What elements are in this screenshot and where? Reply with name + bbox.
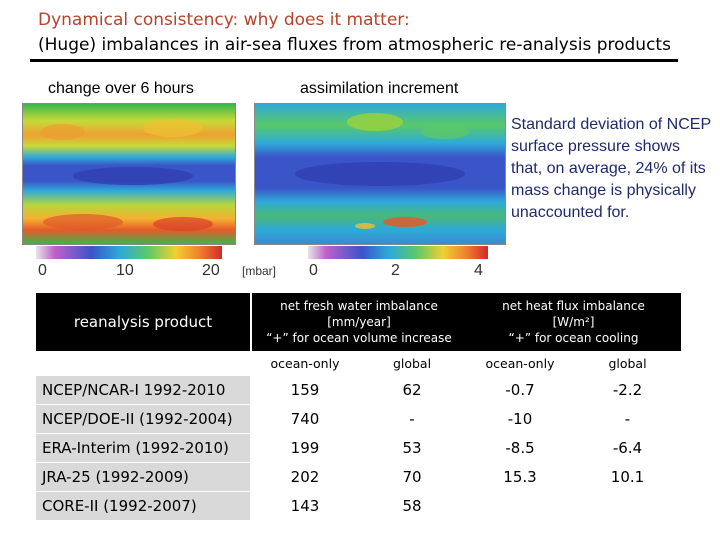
freshwater-header-line3: “+” for ocean volume increase (266, 331, 452, 345)
table-cell: 58 (402, 497, 422, 515)
table-cell: -6.4 (612, 439, 643, 457)
table-cell: 70 (402, 468, 422, 486)
right-map-label: assimilation increment (300, 80, 459, 97)
left-map-label: change over 6 hours (48, 80, 194, 97)
table-cell: -2.2 (612, 381, 643, 399)
right-tick-4: 4 (474, 262, 483, 279)
left-tick-10: 10 (116, 262, 134, 279)
table-row-product: CORE-II (1992-2007) (36, 492, 250, 520)
table-cell: 740 (290, 410, 320, 428)
table-row-product: JRA-25 (1992-2009) (36, 463, 250, 491)
table-cell: - (624, 410, 631, 428)
table-cell: 53 (402, 439, 422, 457)
table-cell: 62 (402, 381, 422, 399)
subheader-row (252, 351, 681, 376)
table-row-product: ERA-Interim (1992-2010) (36, 434, 250, 462)
pressure-note: Standard deviation of NCEP surface press… (511, 116, 711, 221)
subheader-hf-global: global (608, 356, 647, 371)
heatflux-header-line3: “+” for ocean cooling (508, 331, 639, 345)
heatflux-header: net heat flux imbalance [W/m²] “+” for o… (466, 293, 681, 351)
table-cell: 10.1 (610, 468, 645, 486)
table-cell: -8.5 (505, 439, 535, 457)
table-cell: 199 (290, 439, 320, 457)
colorbar-unit: [mbar] (242, 264, 277, 278)
table-cell: - (409, 410, 415, 428)
right-colorbar (308, 246, 488, 259)
subheader-hf-ocean: ocean-only (485, 356, 555, 371)
left-tick-0: 0 (38, 262, 47, 279)
subheader-fw-global: global (392, 356, 432, 371)
right-tick-2: 2 (391, 262, 400, 279)
left-colorbar (36, 246, 222, 259)
freshwater-header-line1: net fresh water imbalance (280, 299, 438, 313)
freshwater-header-line2: [mm/year] (327, 315, 391, 329)
table-row-product: NCEP/NCAR-I 1992-2010 (36, 376, 250, 404)
title-divider (30, 59, 678, 62)
table-row-product: NCEP/DOE-II (1992-2004) (36, 405, 250, 433)
heatflux-header-line1: net heat flux imbalance (502, 299, 645, 313)
slide-subtitle: (Huge) imbalances in air-sea fluxes from… (38, 35, 671, 55)
slide-title: Dynamical consistency: why does it matte… (38, 10, 410, 30)
subheader-fw-ocean: ocean-only (270, 356, 340, 371)
freshwater-header: net fresh water imbalance [mm/year] “+” … (252, 293, 466, 351)
table-cell: -0.7 (505, 381, 535, 399)
left-tick-20: 20 (202, 262, 220, 279)
table-cell: -10 (507, 410, 533, 428)
table-cell: 202 (290, 468, 320, 486)
table-cell: 15.3 (503, 468, 537, 486)
right-tick-0: 0 (309, 262, 318, 279)
product-column-header: reanalysis product (36, 293, 250, 351)
table-cell: 159 (290, 381, 320, 399)
pressure-change-map (22, 103, 236, 245)
table-cell: 143 (290, 497, 320, 515)
assimilation-increment-map (254, 103, 506, 245)
heatflux-header-line2: [W/m²] (552, 315, 595, 329)
